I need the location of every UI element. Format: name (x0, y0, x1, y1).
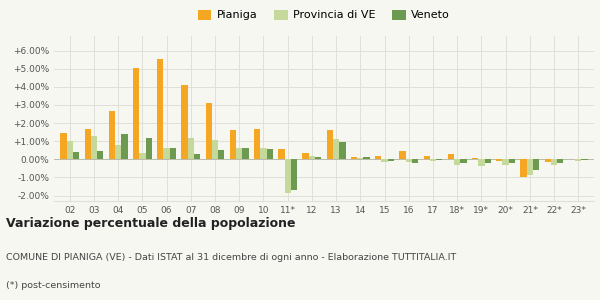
Bar (406, 159, 412, 162)
Bar (181, 85, 188, 159)
Bar (520, 159, 527, 177)
Bar (333, 140, 339, 159)
Bar (533, 159, 539, 170)
Bar (502, 159, 509, 165)
Bar (133, 68, 139, 159)
Bar (382, 159, 388, 162)
Bar (424, 156, 430, 159)
Bar (230, 130, 236, 159)
Bar (454, 159, 460, 165)
Bar (109, 111, 115, 159)
Bar (430, 159, 436, 161)
Bar (309, 156, 315, 159)
Bar (85, 129, 91, 159)
Bar (284, 159, 291, 193)
Bar (472, 158, 478, 159)
Bar (302, 153, 309, 159)
Bar (278, 149, 284, 159)
Bar (242, 148, 248, 159)
Bar (351, 157, 357, 159)
Bar (581, 159, 588, 160)
Bar (509, 159, 515, 163)
Bar (212, 140, 218, 159)
Bar (388, 159, 394, 161)
Bar (496, 159, 502, 161)
Bar (115, 145, 121, 159)
Bar (326, 130, 333, 159)
Bar (460, 159, 467, 163)
Bar (527, 159, 533, 175)
Legend: Pianiga, Provincia di VE, Veneto: Pianiga, Provincia di VE, Veneto (194, 5, 454, 25)
Bar (157, 59, 163, 159)
Bar (194, 154, 200, 159)
Bar (121, 134, 128, 159)
Bar (485, 159, 491, 163)
Bar (545, 159, 551, 162)
Bar (236, 148, 242, 159)
Text: (*) post-censimento: (*) post-censimento (6, 280, 101, 290)
Bar (478, 159, 485, 166)
Bar (339, 142, 346, 159)
Bar (67, 141, 73, 159)
Bar (60, 133, 67, 159)
Bar (188, 137, 194, 159)
Bar (266, 149, 273, 159)
Bar (139, 153, 146, 159)
Bar (170, 148, 176, 159)
Bar (557, 159, 563, 163)
Bar (146, 137, 152, 159)
Bar (551, 159, 557, 165)
Bar (97, 151, 103, 159)
Bar (254, 129, 260, 159)
Bar (448, 154, 454, 159)
Bar (163, 148, 170, 159)
Bar (575, 159, 581, 161)
Bar (357, 158, 364, 159)
Bar (91, 136, 97, 159)
Bar (260, 148, 266, 159)
Bar (315, 157, 322, 159)
Bar (73, 152, 79, 159)
Bar (206, 103, 212, 159)
Bar (436, 159, 442, 160)
Text: COMUNE DI PIANIGA (VE) - Dati ISTAT al 31 dicembre di ogni anno - Elaborazione T: COMUNE DI PIANIGA (VE) - Dati ISTAT al 3… (6, 254, 456, 262)
Bar (291, 159, 297, 190)
Bar (400, 151, 406, 159)
Bar (412, 159, 418, 163)
Bar (364, 158, 370, 159)
Text: Variazione percentuale della popolazione: Variazione percentuale della popolazione (6, 218, 296, 230)
Bar (375, 156, 382, 159)
Bar (218, 150, 224, 159)
